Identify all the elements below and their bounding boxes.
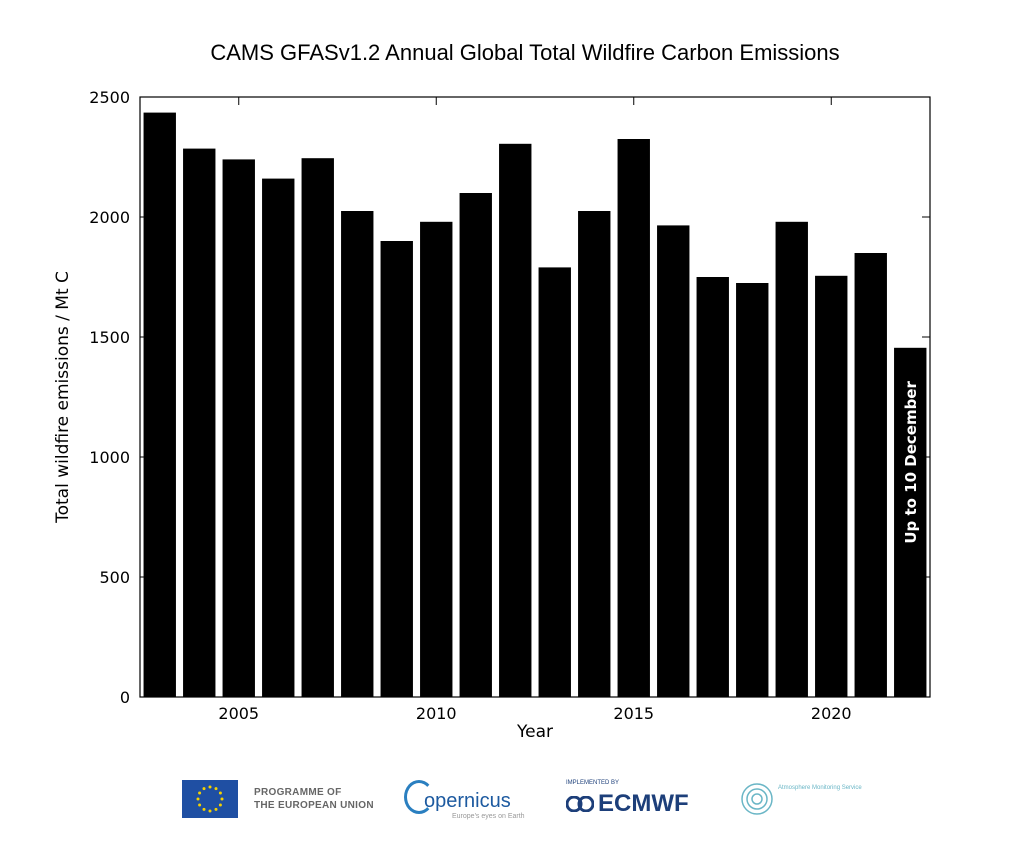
bar-2006 — [262, 178, 295, 698]
y-tick-label: 2500 — [89, 88, 130, 107]
bar-2018 — [736, 283, 769, 697]
bar-2004 — [183, 148, 216, 698]
bar-2007 — [301, 158, 334, 697]
cams-text: Atmosphere Monitoring Service — [778, 785, 862, 791]
eu-programme-text: PROGRAMME OF THE EUROPEAN UNION — [254, 787, 374, 811]
cams-logo-icon — [741, 783, 773, 815]
x-tick-label: 2020 — [811, 704, 852, 723]
y-tick-label: 1000 — [89, 448, 130, 467]
bar-2010 — [420, 221, 453, 698]
bar-2016 — [657, 225, 690, 697]
x-tick-label: 2010 — [416, 704, 457, 723]
bar-2009 — [380, 241, 413, 697]
bar-2011 — [459, 193, 492, 697]
x-tick-label: 2005 — [218, 704, 259, 723]
bars-group — [143, 112, 927, 698]
bar-2013 — [538, 267, 571, 697]
bar-annotations: Up to 10 December — [902, 381, 920, 544]
bar-2021 — [854, 253, 887, 697]
ecmwf-wordmark: ECMWF — [598, 790, 689, 817]
bar-2005 — [222, 159, 255, 697]
bar-chart: 0 500 1000 1500 2000 2500 2005 2010 2015 2020 Up… — [53, 88, 931, 742]
y-axis-label: Total wildfire emissions / Mt C — [53, 271, 73, 524]
bar-2003 — [143, 112, 176, 698]
bar-2008 — [341, 211, 374, 697]
bar-annotation-label: Up to 10 December — [902, 381, 920, 544]
plot-frame — [139, 96, 931, 698]
bar-2014 — [578, 211, 611, 697]
bar-2019 — [775, 221, 808, 698]
copernicus-wordmark: opernicus — [424, 790, 511, 812]
bar-2022 — [894, 347, 927, 697]
y-tick-label: 500 — [99, 568, 130, 587]
bar-2017 — [696, 277, 729, 697]
ecmwf-implemented-by: IMPLEMENTED BY — [566, 780, 620, 786]
chart-title: CAMS GFASv1.2 Annual Global Total Wildfi… — [210, 40, 840, 65]
copernicus-logo-icon — [404, 780, 434, 814]
x-axis-label: Year — [516, 722, 553, 742]
ecmwf-logo-icon — [566, 796, 594, 812]
y-tick-label: 1500 — [89, 328, 130, 347]
y-tick-label: 0 — [120, 688, 130, 707]
x-axis-ticks: 2005 2010 2015 2020 — [218, 97, 852, 723]
bar-2020 — [815, 275, 848, 697]
footer-logos: PROGRAMME OF THE EUROPEAN UNION opernicu… — [0, 770, 1024, 830]
copernicus-tagline: Europe's eyes on Earth — [452, 813, 525, 820]
eu-flag-icon — [182, 780, 238, 818]
bar-2015 — [617, 139, 650, 697]
x-tick-label: 2015 — [613, 704, 654, 723]
y-tick-label: 2000 — [89, 208, 130, 227]
y-axis-ticks: 0 500 1000 1500 2000 2500 — [89, 88, 930, 707]
bar-2012 — [499, 143, 532, 698]
